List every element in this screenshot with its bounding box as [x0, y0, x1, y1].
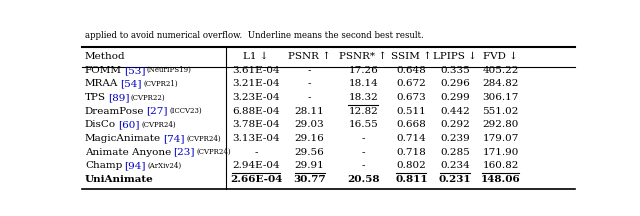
- Text: (CVPR24): (CVPR24): [141, 121, 176, 129]
- Text: 0.335: 0.335: [440, 66, 470, 75]
- Text: PSNR* ↑: PSNR* ↑: [339, 52, 387, 61]
- Text: 2.66E-04: 2.66E-04: [230, 175, 282, 184]
- Text: 0.672: 0.672: [396, 79, 426, 89]
- Text: [23]: [23]: [173, 148, 195, 157]
- Text: 405.22: 405.22: [483, 66, 519, 75]
- Text: [54]: [54]: [120, 79, 142, 89]
- Text: (CVPR22): (CVPR22): [131, 94, 166, 102]
- Text: 0.718: 0.718: [396, 148, 426, 157]
- Text: 3.61E-04: 3.61E-04: [232, 66, 280, 75]
- Text: 20.58: 20.58: [347, 175, 380, 184]
- Text: 6.88E-04: 6.88E-04: [232, 107, 280, 116]
- Text: 16.55: 16.55: [348, 120, 378, 129]
- Text: (ICCV23): (ICCV23): [170, 107, 202, 115]
- Text: PSNR ↑: PSNR ↑: [288, 52, 331, 61]
- Text: 29.56: 29.56: [295, 148, 324, 157]
- Text: 3.13E-04: 3.13E-04: [232, 134, 280, 143]
- Text: 29.03: 29.03: [295, 120, 324, 129]
- Text: 28.11: 28.11: [295, 107, 324, 116]
- Text: [74]: [74]: [163, 134, 184, 143]
- Text: 0.802: 0.802: [396, 161, 426, 170]
- Text: 306.17: 306.17: [483, 93, 519, 102]
- Text: 30.77: 30.77: [293, 175, 326, 184]
- Text: L1 ↓: L1 ↓: [243, 52, 269, 61]
- Text: (ArXiv24): (ArXiv24): [147, 162, 181, 170]
- Text: 0.673: 0.673: [396, 93, 426, 102]
- Text: 17.26: 17.26: [348, 66, 378, 75]
- Text: (CVPR24): (CVPR24): [196, 148, 231, 156]
- Text: 3.78E-04: 3.78E-04: [232, 120, 280, 129]
- Text: 0.231: 0.231: [438, 175, 471, 184]
- Text: 12.82: 12.82: [348, 107, 378, 116]
- Text: FVD ↓: FVD ↓: [483, 52, 518, 61]
- Text: DisCo: DisCo: [85, 120, 116, 129]
- Text: 0.714: 0.714: [396, 134, 426, 143]
- Text: 0.239: 0.239: [440, 134, 470, 143]
- Text: (NeurIPS19): (NeurIPS19): [147, 66, 192, 74]
- Text: 171.90: 171.90: [483, 148, 519, 157]
- Text: -: -: [254, 148, 258, 157]
- Text: 29.91: 29.91: [295, 161, 324, 170]
- Text: Champ: Champ: [85, 161, 122, 170]
- Text: (CVPR21): (CVPR21): [143, 80, 178, 88]
- Text: 0.511: 0.511: [396, 107, 426, 116]
- Text: MagicAnimate: MagicAnimate: [85, 134, 161, 143]
- Text: MRAA: MRAA: [85, 79, 118, 89]
- Text: 0.292: 0.292: [440, 120, 470, 129]
- Text: Method: Method: [85, 52, 125, 61]
- Text: 0.648: 0.648: [396, 66, 426, 75]
- Text: 2.94E-04: 2.94E-04: [232, 161, 280, 170]
- Text: DreamPose: DreamPose: [85, 107, 145, 116]
- Text: 3.23E-04: 3.23E-04: [232, 93, 280, 102]
- Text: 0.299: 0.299: [440, 93, 470, 102]
- Text: [94]: [94]: [124, 161, 146, 170]
- Text: [53]: [53]: [124, 66, 145, 75]
- Text: 0.442: 0.442: [440, 107, 470, 116]
- Text: 284.82: 284.82: [483, 79, 519, 89]
- Text: 0.285: 0.285: [440, 148, 470, 157]
- Text: (CVPR24): (CVPR24): [186, 135, 221, 143]
- Text: -: -: [362, 148, 365, 157]
- Text: 0.811: 0.811: [395, 175, 428, 184]
- Text: -: -: [308, 79, 312, 89]
- Text: 551.02: 551.02: [483, 107, 519, 116]
- Text: [27]: [27]: [147, 107, 168, 116]
- Text: 160.82: 160.82: [483, 161, 519, 170]
- Text: 3.21E-04: 3.21E-04: [232, 79, 280, 89]
- Text: -: -: [362, 161, 365, 170]
- Text: FOMM: FOMM: [85, 66, 122, 75]
- Text: 29.16: 29.16: [295, 134, 324, 143]
- Text: -: -: [308, 93, 312, 102]
- Text: 292.80: 292.80: [483, 120, 519, 129]
- Text: TPS: TPS: [85, 93, 106, 102]
- Text: 0.234: 0.234: [440, 161, 470, 170]
- Text: -: -: [308, 66, 312, 75]
- Text: SSIM ↑: SSIM ↑: [391, 52, 432, 61]
- Text: 0.296: 0.296: [440, 79, 470, 89]
- Text: [60]: [60]: [118, 120, 140, 129]
- Text: 18.14: 18.14: [348, 79, 378, 89]
- Text: -: -: [362, 134, 365, 143]
- Text: Animate Anyone: Animate Anyone: [85, 148, 172, 157]
- Text: [89]: [89]: [108, 93, 129, 102]
- Text: applied to avoid numerical overflow.  Underline means the second best result.: applied to avoid numerical overflow. Und…: [85, 31, 424, 40]
- Text: LPIPS ↓: LPIPS ↓: [433, 52, 477, 61]
- Text: 0.668: 0.668: [396, 120, 426, 129]
- Text: UniAnimate: UniAnimate: [85, 175, 154, 184]
- Text: 148.06: 148.06: [481, 175, 520, 184]
- Text: 18.32: 18.32: [348, 93, 378, 102]
- Text: 179.07: 179.07: [483, 134, 519, 143]
